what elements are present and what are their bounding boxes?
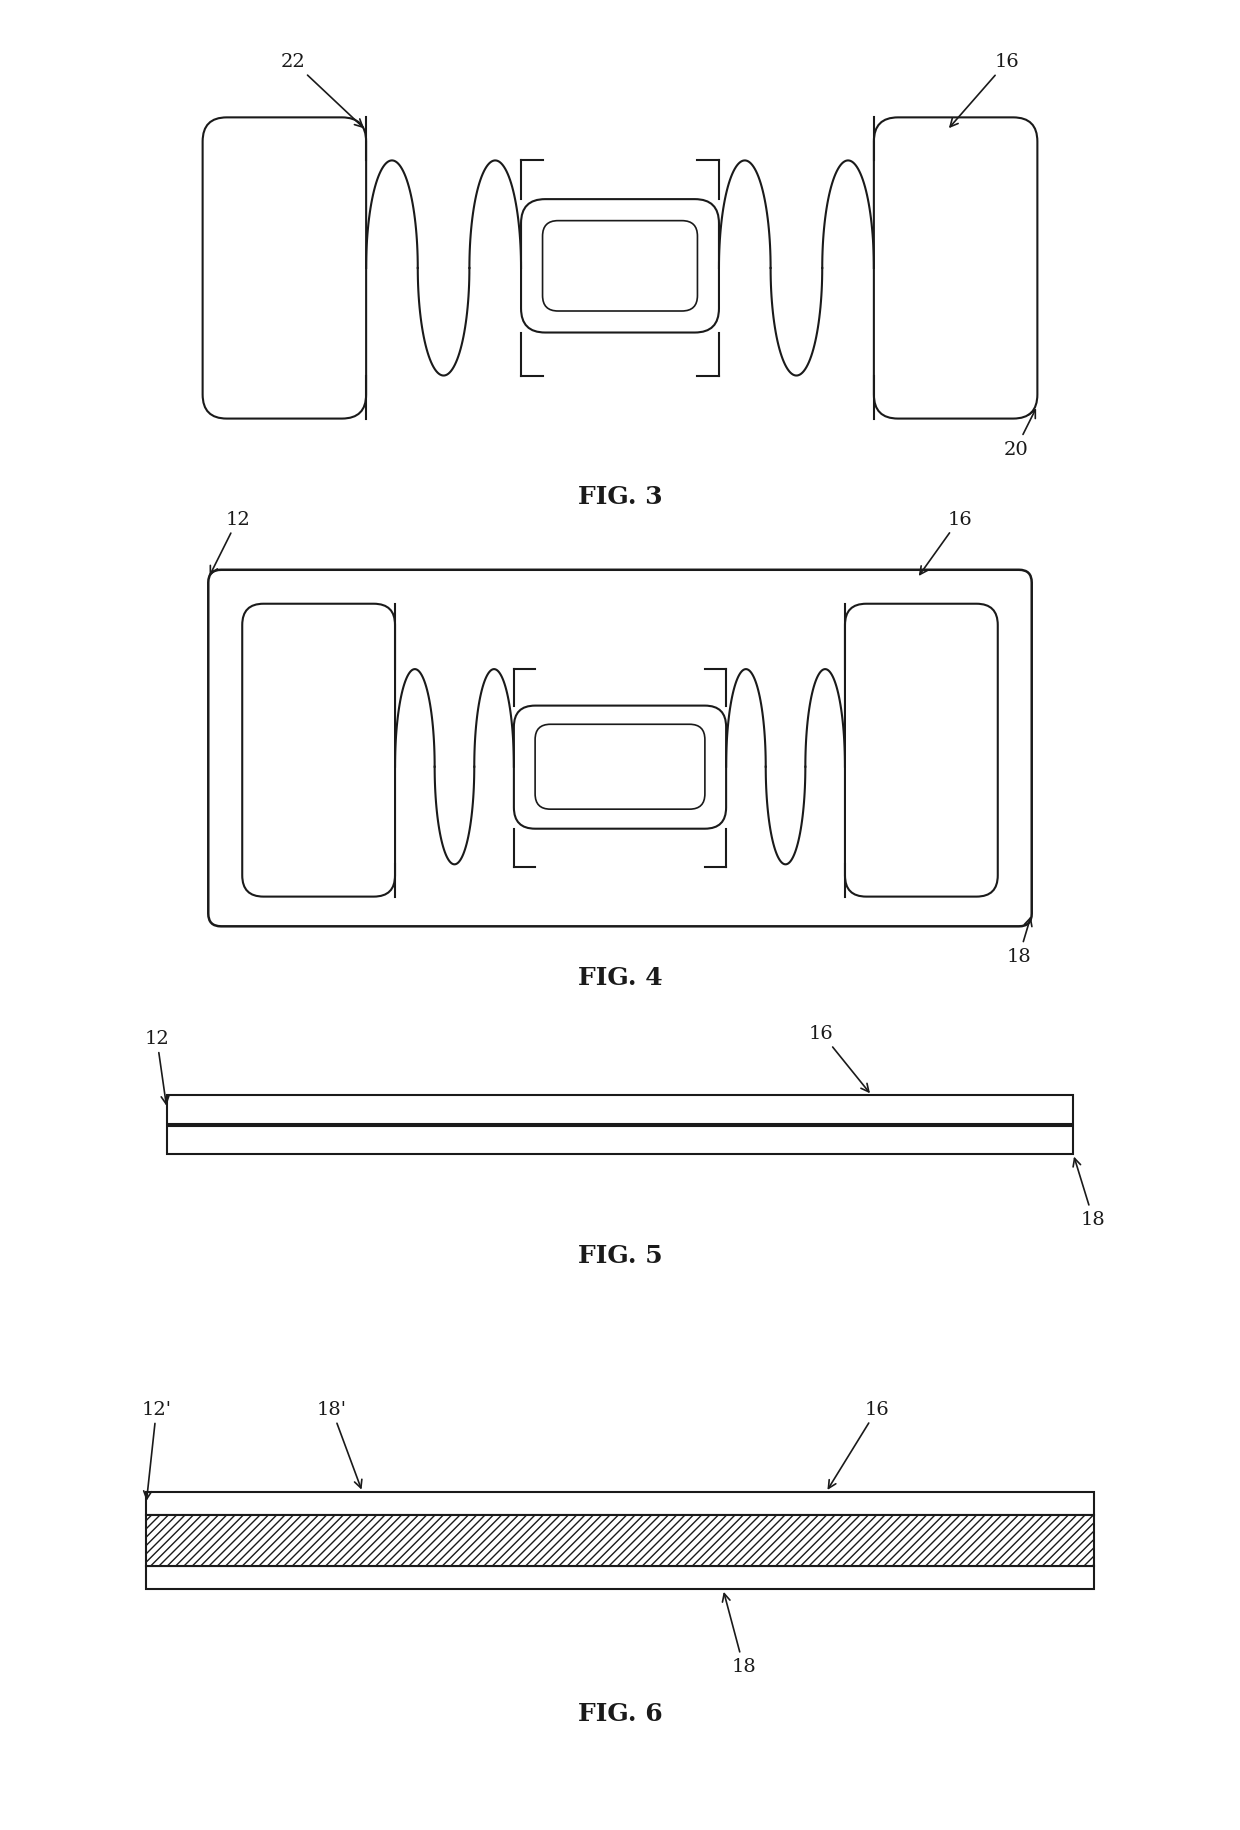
Text: 16: 16: [920, 511, 972, 575]
Bar: [146, 1515, 1094, 1566]
FancyBboxPatch shape: [208, 571, 1032, 926]
Bar: [146, 1493, 1094, 1515]
Text: 12: 12: [144, 1030, 169, 1103]
Text: 18': 18': [316, 1400, 362, 1488]
FancyBboxPatch shape: [521, 199, 719, 333]
FancyBboxPatch shape: [513, 706, 727, 829]
Text: 20: 20: [1003, 410, 1035, 459]
FancyBboxPatch shape: [844, 604, 998, 897]
Text: 16: 16: [808, 1025, 869, 1093]
Text: FIG. 6: FIG. 6: [578, 1700, 662, 1724]
FancyBboxPatch shape: [543, 221, 697, 311]
Text: 12: 12: [211, 511, 250, 575]
Bar: [167, 1125, 1073, 1155]
Text: FIG. 4: FIG. 4: [578, 966, 662, 990]
FancyBboxPatch shape: [202, 119, 366, 419]
FancyBboxPatch shape: [536, 725, 704, 809]
Text: FIG. 5: FIG. 5: [578, 1243, 662, 1266]
Text: 16: 16: [828, 1400, 890, 1488]
Text: 18: 18: [1073, 1158, 1106, 1228]
Text: FIG. 3: FIG. 3: [578, 485, 662, 509]
Bar: [167, 1096, 1073, 1124]
FancyBboxPatch shape: [242, 604, 396, 897]
Text: 12': 12': [141, 1400, 171, 1499]
Text: 18: 18: [1007, 919, 1032, 966]
FancyBboxPatch shape: [874, 119, 1038, 419]
Text: 22: 22: [280, 53, 363, 128]
Text: 18: 18: [723, 1594, 756, 1676]
Bar: [146, 1566, 1094, 1588]
Text: 16: 16: [950, 53, 1019, 128]
